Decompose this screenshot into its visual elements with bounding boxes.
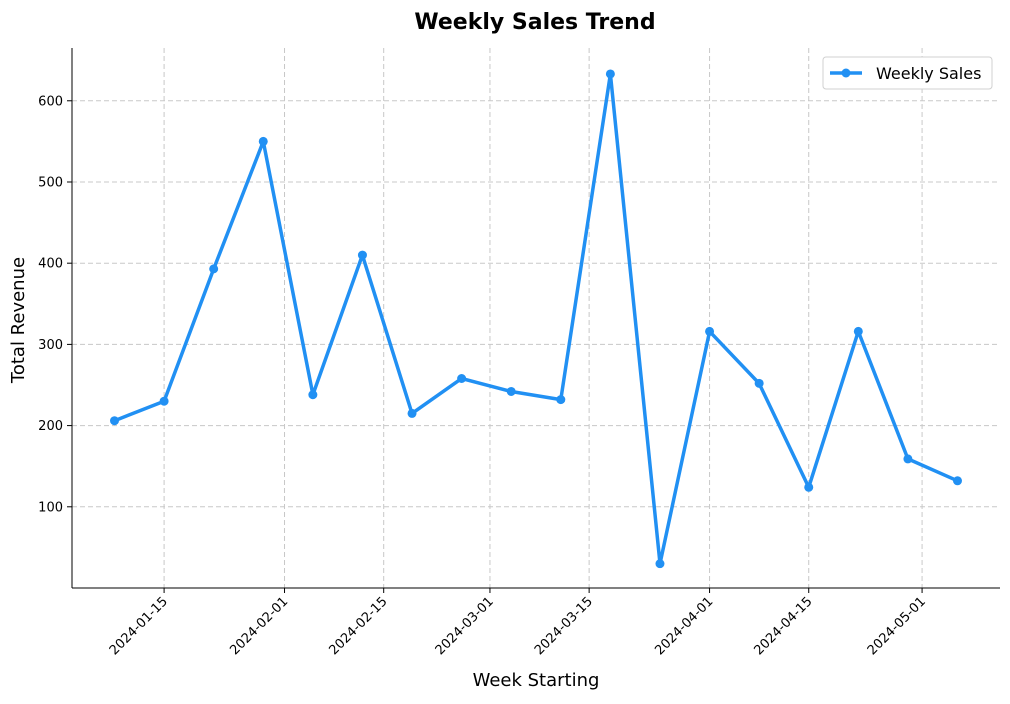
data-point [556, 395, 566, 405]
data-point [407, 408, 417, 418]
legend-box [822, 56, 993, 90]
legend: Weekly Sales [822, 56, 993, 90]
x-axis-label: Week Starting [473, 670, 600, 691]
chart-title: Weekly Sales Trend [414, 10, 655, 35]
data-point [258, 136, 268, 146]
data-point [506, 386, 516, 396]
data-point [308, 390, 318, 400]
y-tick-label: 400 [38, 257, 63, 272]
legend-label: Weekly Sales [876, 64, 981, 83]
data-point [705, 326, 715, 336]
x-tick-label: 2024-04-01 [652, 594, 716, 658]
legend-marker-swatch [841, 68, 851, 78]
data-point [853, 326, 863, 336]
data-point [952, 476, 962, 486]
grid [72, 48, 1000, 588]
y-tick-label: 200 [38, 419, 63, 434]
data-point [357, 250, 367, 260]
data-point [655, 559, 665, 569]
series-line [112, 72, 960, 566]
x-tick-label: 2024-03-15 [532, 594, 596, 658]
data-point [110, 416, 120, 426]
data-point [804, 482, 814, 492]
data-point [209, 264, 219, 274]
x-tick-label: 2024-02-01 [227, 594, 291, 658]
x-tick-label: 2024-05-01 [865, 594, 929, 658]
series-layer [110, 69, 962, 569]
y-tick-label: 300 [38, 338, 63, 353]
x-tick-label: 2024-01-15 [107, 594, 171, 658]
y-tick-label: 100 [38, 500, 63, 515]
y-tick-label: 500 [38, 175, 63, 190]
data-point [903, 454, 913, 464]
x-tick-label: 2024-04-15 [752, 594, 816, 658]
y-tick-label: 600 [38, 94, 63, 109]
x-tick-label: 2024-03-01 [433, 594, 497, 658]
data-point [457, 373, 467, 383]
data-point [159, 396, 169, 406]
data-point [754, 378, 764, 388]
y-axis-label: Total Revenue [8, 257, 29, 384]
data-point [605, 69, 615, 79]
x-tick-label: 2024-02-15 [326, 594, 390, 658]
